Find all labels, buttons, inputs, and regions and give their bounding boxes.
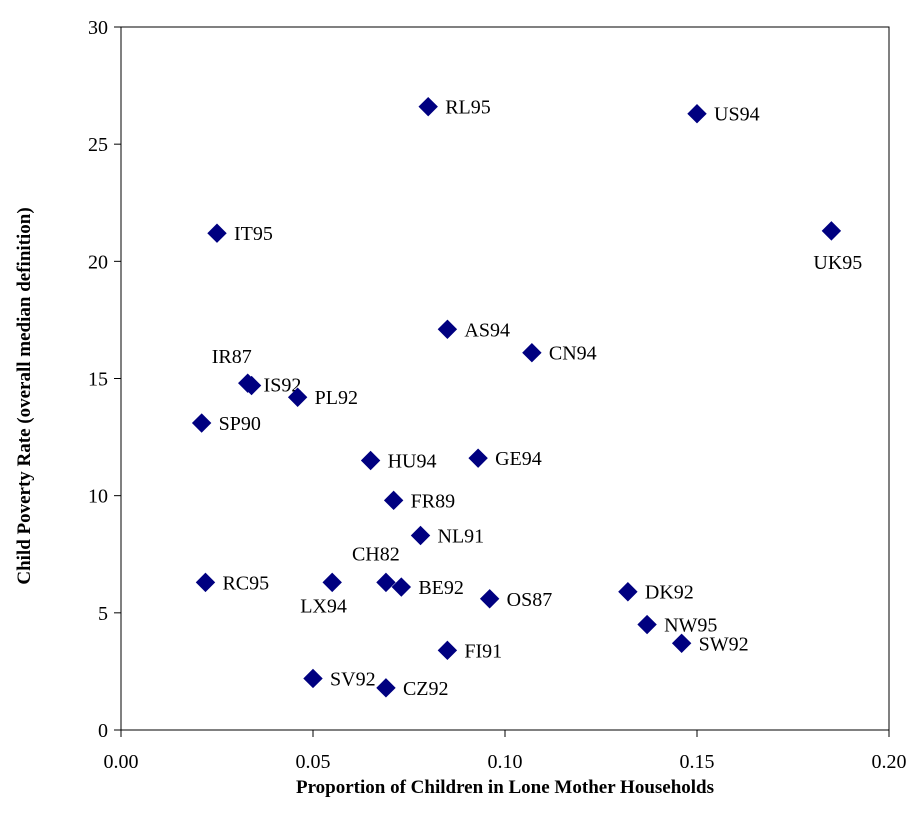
y-tick-label: 15 bbox=[88, 369, 108, 391]
x-tick-label: 0.00 bbox=[104, 751, 139, 773]
data-point-marker bbox=[303, 668, 323, 689]
data-point-marker bbox=[437, 640, 458, 661]
data-point-label: FI91 bbox=[464, 640, 502, 662]
data-point-marker bbox=[522, 343, 542, 363]
data-point-marker bbox=[207, 223, 227, 243]
y-tick-label: 0 bbox=[98, 720, 108, 742]
data-point-marker bbox=[418, 96, 438, 117]
x-axis: 0.00 0.05 0.10 0.15 0.20 bbox=[104, 730, 907, 773]
y-tick-label: 10 bbox=[88, 486, 108, 508]
data-point-label: NW95 bbox=[664, 615, 717, 637]
x-tick-label: 0.05 bbox=[296, 751, 331, 773]
data-point-marker bbox=[437, 319, 458, 339]
data-point-label: IR87 bbox=[212, 346, 252, 368]
data-point-label: BE92 bbox=[418, 577, 464, 599]
data-point-label: IT95 bbox=[234, 223, 273, 245]
data-point-label: AS94 bbox=[464, 319, 510, 341]
data-point-label: LX94 bbox=[300, 595, 347, 617]
data-point-marker bbox=[376, 678, 396, 698]
data-points: RL95 US94 IT95 UK95 AS94 CN94 IR87 IS92 PL92 SP90… bbox=[191, 96, 862, 700]
x-tick-label: 0.10 bbox=[488, 751, 523, 773]
data-point-label: RL95 bbox=[445, 97, 491, 119]
data-point-label: NL91 bbox=[438, 526, 485, 548]
data-point-marker bbox=[468, 448, 488, 468]
data-point-label: SP90 bbox=[219, 413, 261, 435]
data-point-marker bbox=[687, 103, 707, 124]
data-point-marker bbox=[195, 572, 216, 593]
data-point-marker bbox=[637, 614, 657, 635]
data-point-label: PL92 bbox=[315, 387, 358, 409]
data-point-marker bbox=[322, 572, 342, 593]
data-point-marker bbox=[821, 221, 842, 241]
data-point-marker bbox=[671, 633, 692, 654]
data-point-label: DK92 bbox=[645, 582, 694, 604]
data-point-marker bbox=[479, 589, 500, 609]
y-axis-title: Child Poverty Rate (overall median defin… bbox=[14, 207, 35, 584]
data-point-label: CN94 bbox=[549, 343, 597, 365]
data-point-label: UK95 bbox=[813, 252, 862, 274]
y-axis: 0 5 10 15 20 25 30 bbox=[88, 17, 121, 742]
y-tick-label: 30 bbox=[88, 17, 108, 39]
data-point-marker bbox=[191, 413, 212, 433]
data-point-marker bbox=[410, 525, 431, 546]
x-tick-label: 0.15 bbox=[680, 751, 715, 773]
data-point-marker bbox=[287, 387, 308, 407]
data-point-marker bbox=[360, 450, 381, 471]
data-point-label: OS87 bbox=[507, 589, 553, 611]
data-point-label: US94 bbox=[714, 104, 760, 126]
data-point-marker bbox=[618, 582, 638, 602]
plot-area bbox=[120, 26, 890, 731]
data-point-marker bbox=[391, 577, 412, 597]
data-point-label: GE94 bbox=[495, 448, 542, 470]
y-tick-label: 25 bbox=[88, 134, 108, 156]
data-point-label: IS92 bbox=[264, 375, 302, 397]
y-tick-label: 5 bbox=[98, 603, 108, 625]
data-point-label: RC95 bbox=[222, 572, 269, 594]
data-point-label: HU94 bbox=[388, 451, 437, 473]
data-point-label: CH82 bbox=[352, 543, 400, 565]
data-point-label: SW92 bbox=[699, 633, 749, 655]
x-tick-label: 0.20 bbox=[872, 751, 907, 773]
y-tick-label: 20 bbox=[88, 251, 108, 273]
data-point-marker bbox=[241, 375, 262, 396]
data-point-label: FR89 bbox=[411, 490, 455, 512]
data-point-marker bbox=[376, 572, 396, 593]
x-axis-title: Proportion of Children in Lone Mother Ho… bbox=[296, 777, 714, 798]
data-point-label: SV92 bbox=[330, 668, 376, 690]
data-point-marker bbox=[383, 490, 404, 511]
data-point-label: CZ92 bbox=[403, 678, 449, 700]
